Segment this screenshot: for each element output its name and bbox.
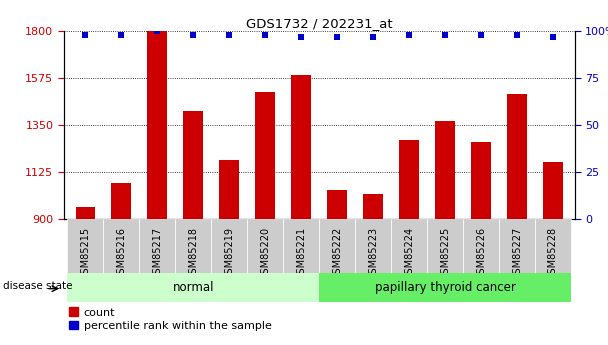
Bar: [291, 75, 311, 219]
Point: [224, 32, 234, 38]
Bar: [255, 92, 275, 219]
Bar: [327, 190, 347, 219]
Bar: [435, 121, 455, 219]
Point: [440, 32, 450, 38]
Bar: [471, 142, 491, 219]
Text: normal: normal: [173, 281, 214, 294]
Point: [404, 32, 414, 38]
Text: GSM85227: GSM85227: [512, 227, 522, 280]
Point: [260, 32, 270, 38]
FancyBboxPatch shape: [67, 219, 103, 273]
Bar: [363, 194, 383, 219]
Bar: [75, 207, 95, 219]
Legend: count, percentile rank within the sample: count, percentile rank within the sample: [69, 307, 272, 331]
Point: [80, 32, 90, 38]
FancyBboxPatch shape: [355, 219, 391, 273]
FancyBboxPatch shape: [283, 219, 319, 273]
FancyBboxPatch shape: [247, 219, 283, 273]
Text: GSM85224: GSM85224: [404, 227, 414, 280]
Bar: [507, 94, 527, 219]
FancyBboxPatch shape: [67, 273, 319, 302]
Bar: [543, 161, 563, 219]
Point: [296, 34, 306, 39]
Point: [476, 32, 486, 38]
Point: [117, 32, 126, 38]
Bar: [184, 111, 203, 219]
Text: GSM85215: GSM85215: [80, 227, 91, 280]
Point: [368, 34, 378, 39]
FancyBboxPatch shape: [212, 219, 247, 273]
FancyBboxPatch shape: [103, 219, 139, 273]
FancyBboxPatch shape: [463, 219, 499, 273]
Text: GSM85217: GSM85217: [153, 227, 162, 280]
Text: GSM85228: GSM85228: [548, 227, 558, 280]
FancyBboxPatch shape: [175, 219, 212, 273]
FancyBboxPatch shape: [499, 219, 535, 273]
Text: GSM85216: GSM85216: [116, 227, 126, 280]
FancyBboxPatch shape: [391, 219, 427, 273]
Point: [153, 28, 162, 34]
Text: papillary thyroid cancer: papillary thyroid cancer: [375, 281, 516, 294]
Text: GSM85219: GSM85219: [224, 227, 234, 280]
Point: [333, 34, 342, 39]
Text: GSM85222: GSM85222: [332, 227, 342, 280]
Text: GSM85220: GSM85220: [260, 227, 270, 280]
Point: [548, 34, 558, 39]
Bar: [219, 159, 239, 219]
Text: GSM85218: GSM85218: [188, 227, 198, 280]
Text: GSM85223: GSM85223: [368, 227, 378, 280]
Point: [188, 32, 198, 38]
Bar: [111, 183, 131, 219]
Text: GSM85225: GSM85225: [440, 227, 450, 280]
Text: GSM85226: GSM85226: [476, 227, 486, 280]
FancyBboxPatch shape: [319, 273, 571, 302]
Text: disease state: disease state: [3, 281, 73, 291]
FancyBboxPatch shape: [319, 219, 355, 273]
FancyBboxPatch shape: [427, 219, 463, 273]
Bar: [399, 140, 419, 219]
Point: [512, 32, 522, 38]
Bar: [148, 31, 167, 219]
FancyBboxPatch shape: [535, 219, 571, 273]
Title: GDS1732 / 202231_at: GDS1732 / 202231_at: [246, 17, 393, 30]
Text: GSM85221: GSM85221: [296, 227, 306, 280]
FancyBboxPatch shape: [139, 219, 175, 273]
